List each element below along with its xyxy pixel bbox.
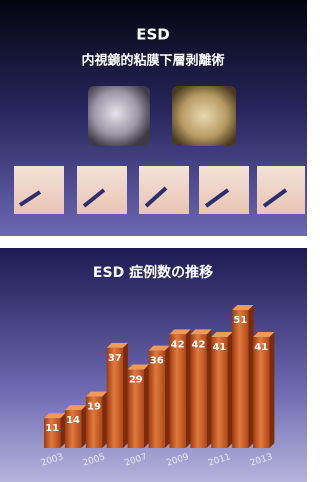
data-label: 11 <box>45 423 59 434</box>
bar <box>211 337 227 448</box>
illustration <box>14 166 64 214</box>
slide-subtitle: 内視鏡的粘膜下層剥離術 <box>81 53 224 69</box>
illustration <box>199 166 249 214</box>
bar-side <box>81 405 86 448</box>
data-label: 37 <box>108 353 122 364</box>
bar-side <box>60 413 65 448</box>
bar <box>169 334 185 448</box>
bar <box>232 310 248 448</box>
bar-side <box>228 332 233 448</box>
chart-title: ESD 症例数の推移 <box>93 264 213 281</box>
data-label: 42 <box>192 339 206 350</box>
bar-side <box>186 329 191 448</box>
bar-side <box>102 392 107 448</box>
bar-side <box>144 365 149 448</box>
bar <box>190 334 206 448</box>
bar-side <box>269 332 274 448</box>
data-label: 29 <box>129 375 143 386</box>
bar-side <box>123 343 128 448</box>
data-label: 19 <box>87 402 101 413</box>
data-label: 36 <box>150 356 164 367</box>
data-label: 41 <box>254 342 268 353</box>
bar <box>253 337 269 448</box>
endoscope-image <box>172 86 236 146</box>
procedure-illustrations <box>14 166 305 214</box>
endoscope-image <box>88 86 150 146</box>
data-label: 14 <box>66 415 80 426</box>
bar-side <box>248 305 253 448</box>
screenshot: ESD 内視鏡的粘膜下層剥離術 ESD 症例数の推移 1120031419200… <box>0 0 307 482</box>
data-label: 51 <box>233 315 247 326</box>
bar-side <box>207 329 212 448</box>
illustration <box>257 166 305 214</box>
bar-side <box>165 346 170 448</box>
data-label: 42 <box>171 339 185 350</box>
slide-title: ESD <box>136 26 170 44</box>
page: {"slide": {"title": "ESD", "subtitle": "… <box>0 0 307 482</box>
data-label: 41 <box>212 342 226 353</box>
